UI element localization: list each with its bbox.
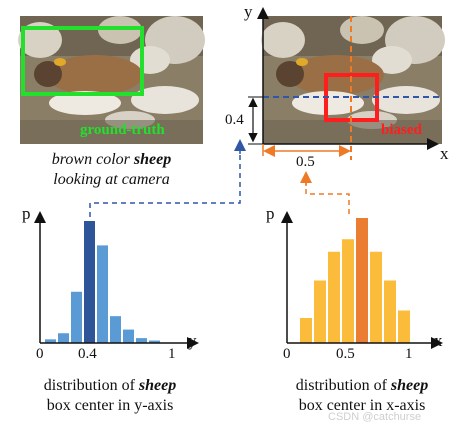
- y-hist-tick-0: 0: [36, 346, 44, 362]
- y-hist-tick-1: 0.4: [78, 346, 97, 362]
- y-hist-axis-letter: y: [188, 331, 197, 350]
- x-histogram-bars: [300, 218, 410, 343]
- y-hist-bar-3: [84, 221, 95, 343]
- blue-connector: [89, 146, 241, 222]
- x-hist-bar-6: [384, 280, 396, 343]
- x-hist-bar-2: [328, 251, 340, 343]
- x-hist-bar-4: [356, 218, 368, 343]
- x-hist-tick-2: 1: [405, 346, 413, 362]
- x-hist-caption-line2: box center in x-axis: [298, 397, 426, 414]
- y-hist-bar-7: [136, 338, 147, 343]
- x-hist-tick-1: 0.5: [336, 346, 355, 362]
- x-hist-bar-0: [300, 318, 312, 343]
- y-hist-bar-2: [71, 291, 82, 343]
- left-caption-line2: looking at camera: [53, 171, 170, 188]
- x-hist-bar-5: [370, 251, 382, 343]
- watermark: CSDN @catchurse: [328, 411, 422, 423]
- x-hist-bar-7: [398, 310, 410, 343]
- biased-label: biased: [381, 122, 422, 138]
- y-hist-bar-8: [149, 340, 160, 343]
- y-hist-caption: distribution of sheep box center in y-ax…: [10, 376, 210, 416]
- x-hist-axis-letter: x: [434, 331, 443, 350]
- y-hist-caption-line2: box center in y-axis: [46, 397, 174, 414]
- left-photo-caption: brown color sheep looking at camera: [20, 150, 203, 190]
- y-hist-bar-1: [58, 333, 69, 343]
- x-hist-caption: distribution of sheep box center in x-ax…: [262, 376, 462, 416]
- right-photo-y-letter: y: [244, 2, 253, 21]
- dim-y-label: 0.4: [225, 112, 244, 128]
- y-histogram-bars: [45, 221, 160, 343]
- right-photo-x-letter: x: [440, 144, 449, 163]
- y-hist-caption-pre: distribution of: [43, 377, 139, 394]
- y-hist-tick-2: 1: [168, 346, 176, 362]
- right-photo: [261, 16, 445, 144]
- orange-connector: [305, 180, 350, 215]
- x-hist-p-letter: p: [266, 204, 275, 223]
- x-hist-caption-pre: distribution of: [295, 377, 391, 394]
- y-hist-p-letter: p: [22, 204, 31, 223]
- x-hist-bar-3: [342, 239, 354, 343]
- y-hist-bar-6: [123, 329, 134, 343]
- y-hist-bar-5: [110, 316, 121, 343]
- y-hist-bar-4: [97, 245, 108, 343]
- ground-truth-box: [21, 26, 144, 96]
- y-hist-caption-bold: sheep: [138, 377, 177, 394]
- left-photo: [18, 16, 205, 144]
- ground-truth-label: ground-truth: [80, 122, 165, 138]
- y-hist-bar-0: [45, 339, 56, 343]
- x-hist-caption-bold: sheep: [390, 377, 429, 394]
- x-hist-tick-0: 0: [283, 346, 291, 362]
- x-hist-bar-1: [314, 280, 326, 343]
- left-caption-bold: sheep: [133, 151, 172, 168]
- dim-x-label: 0.5: [296, 154, 315, 170]
- left-caption-pre: brown color: [51, 151, 134, 168]
